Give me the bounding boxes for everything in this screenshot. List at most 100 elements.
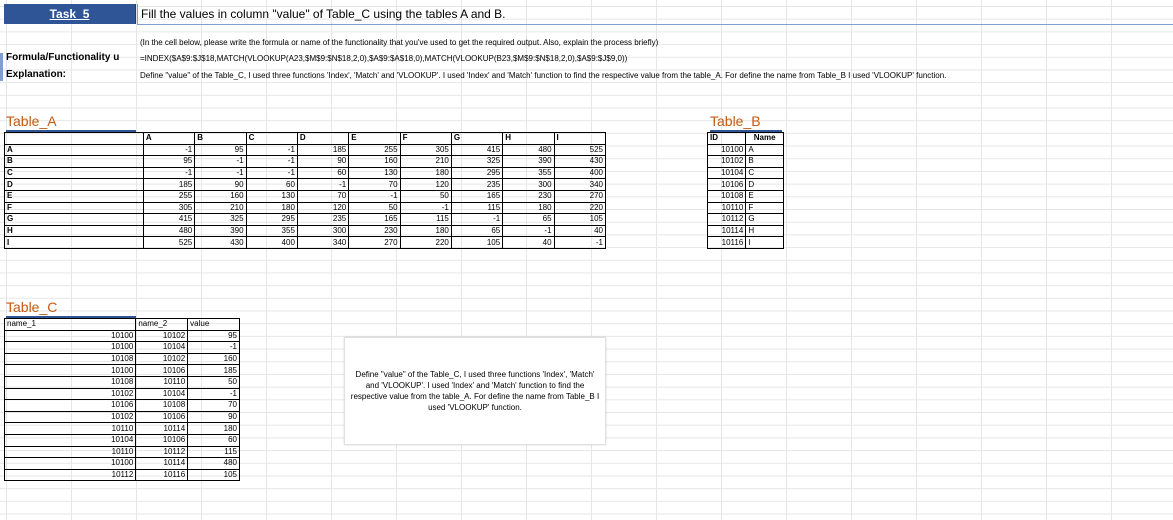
table-a-cell[interactable]: -1 — [450, 213, 504, 226]
table-a-cell[interactable]: 305 — [399, 143, 452, 157]
table-c-cell[interactable]: 480 — [187, 457, 240, 470]
table-c-column-header[interactable]: value — [187, 318, 240, 331]
table-a-column-header[interactable]: A — [142, 132, 196, 145]
table-a-cell[interactable]: 300 — [502, 178, 555, 191]
table-a-cell[interactable]: 70 — [296, 189, 350, 203]
table-a-cell[interactable]: 390 — [194, 224, 247, 238]
table-a-cell[interactable]: 70 — [348, 178, 401, 191]
table-a-row-header[interactable]: F — [4, 201, 144, 215]
table-c-cell[interactable]: 10102 — [3, 410, 137, 424]
table-a-cell[interactable]: 95 — [142, 155, 196, 168]
table-a-row-header[interactable]: H — [4, 224, 144, 238]
table-a-cell[interactable]: 295 — [245, 213, 298, 226]
table-b-name-cell[interactable]: E — [745, 189, 784, 203]
table-a-column-header[interactable]: B — [194, 132, 247, 145]
table-a-cell[interactable]: 50 — [348, 201, 401, 215]
table-a-cell[interactable]: 130 — [245, 189, 298, 203]
table-c-cell[interactable]: -1 — [187, 341, 240, 354]
table-a-cell[interactable]: 230 — [502, 189, 555, 203]
table-a-cell[interactable]: 65 — [450, 224, 504, 238]
table-b-id-cell[interactable]: 10114 — [706, 224, 747, 238]
table-b-name-cell[interactable]: A — [745, 143, 784, 157]
table-a-cell[interactable]: 120 — [296, 201, 350, 215]
table-a-cell[interactable]: 130 — [348, 166, 401, 180]
table-c-cell[interactable]: 10108 — [135, 399, 189, 412]
table-c-cell[interactable]: 10112 — [3, 468, 137, 482]
table-a-cell[interactable]: 295 — [450, 166, 504, 180]
table-a-column-header[interactable]: G — [450, 132, 504, 145]
table-a-cell[interactable]: 430 — [194, 236, 247, 249]
table-a-cell[interactable]: 65 — [502, 213, 555, 226]
table-a-cell[interactable]: 160 — [194, 189, 247, 203]
table-c-cell[interactable]: 10106 — [3, 399, 137, 412]
table-a-cell[interactable]: 115 — [450, 201, 504, 215]
table-a-cell[interactable]: 40 — [502, 236, 555, 249]
table-c-column-header[interactable]: name_2 — [135, 318, 189, 331]
table-a-cell[interactable]: 355 — [502, 166, 555, 180]
table-c-cell[interactable]: 10108 — [3, 352, 137, 366]
table-c-cell[interactable]: 10106 — [135, 410, 189, 424]
table-a-cell[interactable]: -1 — [194, 166, 247, 180]
table-b-name-cell[interactable]: H — [745, 224, 784, 238]
task-label-cell[interactable]: Task_5 — [4, 4, 136, 24]
table-a-cell[interactable]: 105 — [450, 236, 504, 249]
table-c-cell[interactable]: 10114 — [135, 422, 189, 435]
table-a-cell[interactable]: 185 — [142, 178, 196, 191]
table-a-cell[interactable]: 160 — [348, 155, 401, 168]
table-a-cell[interactable]: 255 — [348, 143, 401, 157]
table-a-cell[interactable]: 325 — [194, 213, 247, 226]
table-a-cell[interactable]: -1 — [348, 189, 401, 203]
table-a-cell[interactable]: -1 — [142, 143, 196, 157]
table-a-corner-cell[interactable] — [4, 132, 144, 145]
table-a-column-header[interactable]: I — [553, 132, 607, 145]
table-a-cell[interactable]: 180 — [399, 224, 452, 238]
table-a-cell[interactable]: -1 — [245, 166, 298, 180]
table-b-name-cell[interactable]: B — [745, 155, 784, 168]
table-a-column-header[interactable]: H — [502, 132, 555, 145]
table-c-cell[interactable]: 70 — [187, 399, 240, 412]
table-a-cell[interactable]: -1 — [245, 155, 298, 168]
table-a-cell[interactable]: 165 — [348, 213, 401, 226]
table-a-cell[interactable]: -1 — [502, 224, 555, 238]
table-a-column-header[interactable]: C — [245, 132, 298, 145]
table-c-cell[interactable]: 115 — [187, 445, 240, 459]
table-b-title[interactable]: Table_B — [710, 112, 782, 132]
instructions-cell[interactable]: (In the cell below, please write the for… — [140, 38, 659, 47]
table-b-id-cell[interactable]: 10106 — [706, 178, 747, 191]
explanation-textbox[interactable]: Define "value" of the Table_C, I used th… — [344, 337, 606, 445]
table-c-cell[interactable]: 10100 — [3, 457, 137, 470]
table-a-cell[interactable]: 305 — [142, 201, 196, 215]
table-c-cell[interactable]: -1 — [187, 387, 240, 401]
table-a-row-header[interactable]: C — [4, 166, 144, 180]
table-a-row-header[interactable]: B — [4, 155, 144, 168]
table-a-cell[interactable]: 415 — [450, 143, 504, 157]
formula-label-cell[interactable]: Formula/Functionality u — [6, 52, 120, 63]
table-a-cell[interactable]: 95 — [194, 143, 247, 157]
table-a-cell[interactable]: 400 — [553, 166, 607, 180]
table-c-cell[interactable]: 185 — [187, 364, 240, 377]
table-c-title[interactable]: Table_C — [6, 298, 136, 318]
table-a-cell[interactable]: 40 — [553, 224, 607, 238]
table-a-cell[interactable]: 235 — [450, 178, 504, 191]
table-a-cell[interactable]: 480 — [502, 143, 555, 157]
table-a-cell[interactable]: 430 — [553, 155, 607, 168]
table-a-cell[interactable]: 210 — [194, 201, 247, 215]
explanation-label-cell[interactable]: Explanation: — [6, 69, 67, 80]
table-a-cell[interactable]: 185 — [296, 143, 350, 157]
table-b-column-header[interactable]: ID — [706, 132, 747, 145]
table-a-cell[interactable]: 355 — [245, 224, 298, 238]
table-a-cell[interactable]: 400 — [245, 236, 298, 249]
table-a-cell[interactable]: 525 — [553, 143, 607, 157]
table-a-row-header[interactable]: I — [4, 236, 144, 249]
table-c-cell[interactable]: 90 — [187, 410, 240, 424]
table-a-row-header[interactable]: E — [4, 189, 144, 203]
table-c-cell[interactable]: 10100 — [3, 341, 137, 354]
table-a-cell[interactable]: 220 — [399, 236, 452, 249]
table-b-name-cell[interactable]: C — [745, 166, 784, 180]
table-b-name-cell[interactable]: F — [745, 201, 784, 215]
table-b-id-cell[interactable]: 10104 — [706, 166, 747, 180]
explanation-value-cell[interactable]: Define "value" of the Table_C, I used th… — [140, 71, 947, 80]
table-a-cell[interactable]: 165 — [450, 189, 504, 203]
table-a-cell[interactable]: 480 — [142, 224, 196, 238]
formula-value-cell[interactable]: =INDEX($A$9:$J$18,MATCH(VLOOKUP(A23,$M$9… — [140, 54, 628, 63]
